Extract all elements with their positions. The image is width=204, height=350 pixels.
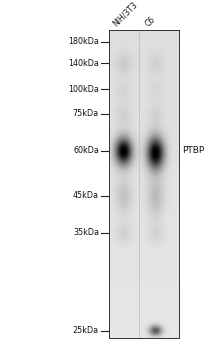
Text: 140kDa: 140kDa: [68, 58, 99, 68]
Text: 180kDa: 180kDa: [68, 37, 99, 47]
Text: NIH/3T3: NIH/3T3: [111, 0, 139, 28]
Text: 75kDa: 75kDa: [73, 109, 99, 118]
Text: 35kDa: 35kDa: [73, 228, 99, 237]
Text: PTBP1: PTBP1: [183, 146, 204, 155]
Text: 60kDa: 60kDa: [73, 146, 99, 155]
Text: 100kDa: 100kDa: [68, 85, 99, 94]
Text: C6: C6: [144, 14, 157, 28]
Text: 25kDa: 25kDa: [73, 326, 99, 335]
Text: 45kDa: 45kDa: [73, 191, 99, 201]
